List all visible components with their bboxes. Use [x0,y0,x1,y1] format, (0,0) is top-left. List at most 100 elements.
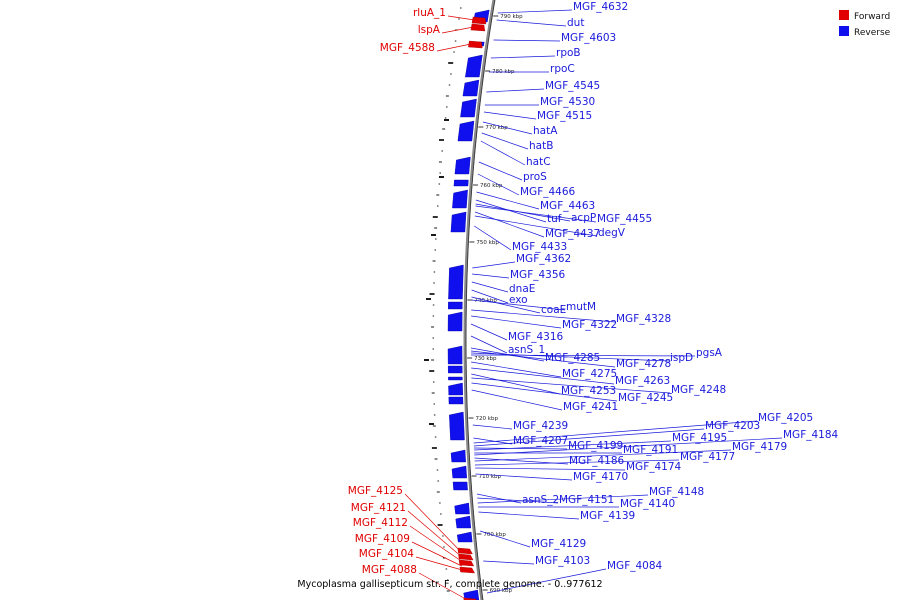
gene-label-mgf-4322: MGF_4322 [562,319,617,331]
reverse-feature [460,98,477,118]
leader-pros [478,161,523,181]
gene-label-dnae: dnaE [509,283,535,295]
tick-label-760-kbp: 760 kbp [480,183,503,189]
reverse-feature [447,365,463,374]
leader-mgf-4328 [471,309,616,323]
gene-label-rpob: rpoB [556,47,581,59]
leader-mgf-4125 [404,493,461,552]
tick-label-730-kbp: 730 kbp [474,356,497,362]
gene-label-mgf-4362: MGF_4362 [516,253,571,265]
leader-mgf-4545 [486,88,545,93]
tick-label-790-kbp: 790 kbp [500,14,523,20]
leader-dnae [471,281,509,293]
gene-label-mgf-4205: MGF_4205 [758,412,813,424]
gene-label-mgf-4177: MGF_4177 [680,451,735,463]
gene-label-mgf-4088: MGF_4088 [362,564,417,576]
tick-label-690-kbp: 690 kbp [490,588,513,594]
gene-label-mgf-4151: MGF_4151 [559,494,614,506]
gene-label-mgf-4199: MGF_4199 [568,440,623,452]
leader-dut [496,19,567,27]
leader-lspa [441,26,474,34]
gene-label-mgf-4125: MGF_4125 [348,485,403,497]
tick-label-750-kbp: 750 kbp [476,240,499,246]
leader-mgf-4588 [436,43,471,52]
gene-label-pgsa: pgsA [696,347,723,359]
leader-mgf-4245 [471,382,618,402]
leader-mgf-4603 [493,39,561,42]
forward-feature [457,547,473,555]
legend-forward-label: Forward [854,12,890,22]
reverse-feature [454,156,471,175]
leader-mgf-4239 [472,424,513,430]
forward-feature [470,23,486,32]
gc-content-track [424,7,462,592]
reverse-feature [455,515,472,529]
tick-label-720-kbp: 720 kbp [476,416,499,422]
leader-mgf-4241 [471,389,563,411]
gene-label-mgf-4275: MGF_4275 [562,368,617,380]
reverse-feature [448,396,464,405]
gene-label-mutm: mutM [566,301,596,313]
forward-feature [471,16,487,25]
reverse-feature [462,79,480,97]
leader-mgf-4322 [471,315,562,329]
gene-label-mgf-4140: MGF_4140 [620,498,675,510]
reverse-feature [451,465,467,479]
gene-label-mgf-4455: MGF_4455 [597,213,652,225]
backbone-arc [463,0,496,600]
gene-label-mgf-4191: MGF_4191 [623,444,678,456]
genome-backbone [463,0,496,600]
tick-label-710-kbp: 710 kbp [479,474,502,480]
gene-label-mgf-4112: MGF_4112 [353,517,408,529]
leader-mgf-4248 [471,377,671,394]
leader-pgsa [471,354,696,357]
gene-label-ispd: ispD [670,352,693,364]
leader-mgf-4129 [480,530,531,548]
reverse-feature [452,481,468,491]
gene-label-mgf-4632: MGF_4632 [573,1,628,13]
reverse-feature [448,301,463,310]
forward-feature [468,40,483,49]
leader-exo [471,289,509,304]
leader-mgf-4455 [475,205,597,223]
feature-track [447,9,490,600]
legend-reverse-label: Reverse [854,28,891,38]
leader-mgf-4203 [473,428,705,447]
gene-label-mgf-4184: MGF_4184 [783,429,839,441]
leader-mgf-4356 [472,273,510,279]
reverse-feature [450,449,466,463]
tick-label-770-kbp: 770 kbp [485,125,508,131]
leader-mgf-4437 [474,211,545,238]
gene-label-mgf-4179: MGF_4179 [732,441,787,453]
gene-label-exo: exo [509,294,528,306]
leader-mgf-4084 [486,568,607,594]
leader-mgf-4170 [475,473,573,481]
forward-feature [458,553,474,561]
gene-label-mgf-4084: MGF_4084 [607,560,663,572]
gene-label-mgf-4466: MGF_4466 [520,186,576,198]
gene-label-rlua-1: rluA_1 [413,7,446,19]
forward-feature [459,566,475,574]
gene-label-mgf-4285: MGF_4285 [545,352,600,364]
leader-mgf-4088 [418,572,466,600]
legend-forward-swatch [839,10,849,20]
gene-label-acpp: acpP [571,212,596,224]
reverse-feature [452,189,468,209]
gene-label-mgf-4121: MGF_4121 [351,502,406,514]
reverse-feature [450,211,467,233]
leader-mgf-4174 [475,467,626,471]
tick-label-700-kbp: 700 kbp [483,532,506,538]
leader-coae [471,296,541,314]
gene-label-mgf-4603: MGF_4603 [561,32,616,44]
tick-label-740-kbp: 740 kbp [474,298,497,304]
leader-mgf-4275 [471,361,562,378]
gene-label-hatc: hatC [526,156,551,168]
gene-label-asns-1: asnS_1 [508,344,545,356]
leader-hatb [481,132,529,150]
gene-label-mgf-4129: MGF_4129 [531,538,586,550]
leader-mgf-4112 [409,525,462,562]
reverse-feature [449,411,465,441]
gene-label-mgf-4433: MGF_4433 [512,241,567,253]
leader-mgf-4148 [477,494,649,504]
